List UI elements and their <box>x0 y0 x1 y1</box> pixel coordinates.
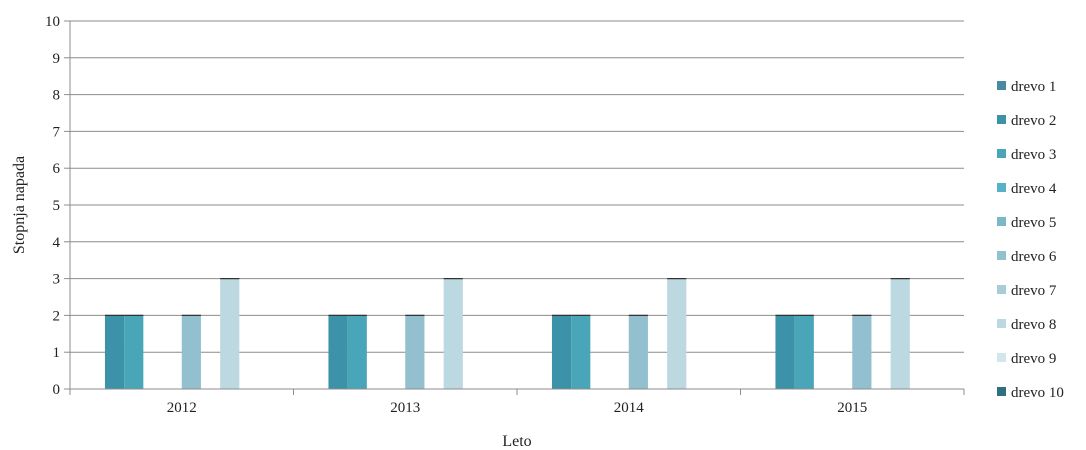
legend-swatch <box>997 217 1006 226</box>
x-axis-title: Leto <box>502 433 531 450</box>
legend-swatch <box>997 387 1006 396</box>
gridlines <box>70 20 964 353</box>
legend-label: drevo 3 <box>1011 147 1056 163</box>
legend-swatch <box>997 353 1006 362</box>
bar-drevo-8-2015 <box>890 278 910 389</box>
legend-label: drevo 5 <box>1011 215 1056 231</box>
y-tick-label: 5 <box>53 198 61 214</box>
x-tick-label: 2014 <box>614 400 645 416</box>
legend-swatch <box>997 183 1006 192</box>
bar-drevo-2-2013 <box>328 315 348 389</box>
bar-drevo-3-2014 <box>571 315 591 389</box>
legend: drevo 1 drevo 2 drevo 3 drevo 4 drevo 5 drevo… <box>997 79 1064 401</box>
y-axis-title: Stopnja napada <box>11 156 28 254</box>
legend-label: drevo 7 <box>1011 283 1057 299</box>
legend-swatch <box>997 115 1006 124</box>
bars <box>104 278 910 389</box>
tick-labels: 0 1 2 3 4 5 6 7 8 9 10 2012 2013 2014 2015 <box>45 14 867 416</box>
bar-drevo-3-2013 <box>347 315 367 389</box>
legend-swatch <box>997 251 1006 260</box>
x-tick-label: 2015 <box>837 400 867 416</box>
bar-drevo-6-2015 <box>852 315 872 389</box>
y-tick-label: 0 <box>53 382 61 398</box>
y-tick-label: 6 <box>53 161 61 177</box>
legend-swatch <box>997 81 1006 90</box>
bar-drevo-2-2012 <box>104 315 125 389</box>
y-tick-label: 4 <box>53 235 61 251</box>
y-tick-label: 2 <box>53 308 61 324</box>
bar-drevo-3-2015 <box>794 315 814 389</box>
legend-label: drevo 10 <box>1011 385 1064 401</box>
legend-swatch <box>997 285 1006 294</box>
legend-swatch <box>997 319 1006 328</box>
axes <box>64 20 965 395</box>
x-tick-label: 2013 <box>390 400 420 416</box>
bar-drevo-2-2015 <box>775 315 795 389</box>
legend-label: drevo 8 <box>1011 317 1056 333</box>
y-tick-label: 7 <box>53 124 61 140</box>
x-tick-label: 2012 <box>167 400 197 416</box>
legend-label: drevo 9 <box>1011 351 1056 367</box>
y-tick-label: 10 <box>45 14 60 30</box>
bar-drevo-8-2013 <box>443 278 463 389</box>
legend-label: drevo 2 <box>1011 113 1056 129</box>
legend-label: drevo 1 <box>1011 79 1056 95</box>
y-tick-label: 9 <box>53 51 61 67</box>
y-tick-label: 8 <box>53 88 61 104</box>
bar-drevo-8-2014 <box>667 278 687 389</box>
bar-drevo-2-2014 <box>551 315 572 389</box>
bar-drevo-6-2013 <box>405 315 425 389</box>
bar-drevo-6-2012 <box>181 315 201 389</box>
y-tick-label: 3 <box>53 272 61 288</box>
legend-swatch <box>997 149 1006 158</box>
bar-drevo-8-2012 <box>220 278 240 389</box>
legend-label: drevo 4 <box>1011 181 1057 197</box>
bar-drevo-6-2014 <box>628 315 648 389</box>
y-tick-label: 1 <box>53 345 61 361</box>
bar-drevo-3-2012 <box>124 315 144 389</box>
legend-label: drevo 6 <box>1011 249 1057 265</box>
